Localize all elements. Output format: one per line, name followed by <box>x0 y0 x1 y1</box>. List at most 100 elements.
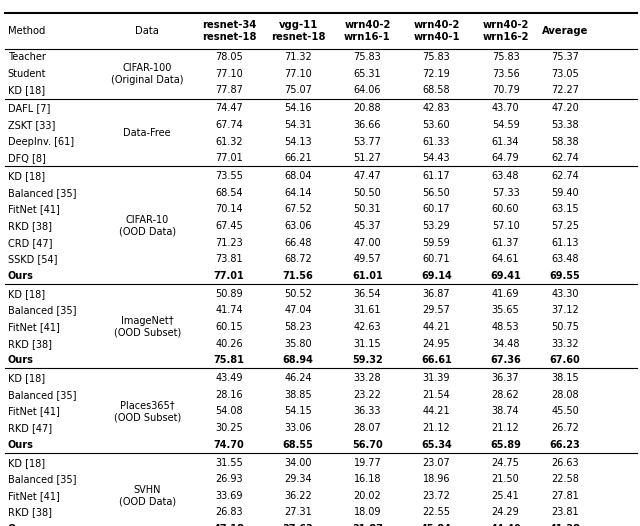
Text: 54.13: 54.13 <box>284 137 312 147</box>
Text: Ours: Ours <box>8 355 33 365</box>
Text: SVHN
(OOD Data): SVHN (OOD Data) <box>118 485 176 507</box>
Text: 69.41: 69.41 <box>490 271 521 281</box>
Text: 56.50: 56.50 <box>422 188 451 198</box>
Text: 75.83: 75.83 <box>492 52 520 62</box>
Text: FitNet [41]: FitNet [41] <box>8 491 60 501</box>
Text: 63.48: 63.48 <box>492 171 519 181</box>
Text: 29.57: 29.57 <box>422 306 451 316</box>
Text: 61.17: 61.17 <box>422 171 451 181</box>
Text: 77.10: 77.10 <box>215 69 243 79</box>
Text: 54.16: 54.16 <box>284 104 312 114</box>
Text: 42.83: 42.83 <box>422 104 451 114</box>
Text: 45.50: 45.50 <box>551 407 579 417</box>
Text: 35.65: 35.65 <box>492 306 520 316</box>
Text: 19.77: 19.77 <box>353 458 381 468</box>
Text: Method: Method <box>8 26 45 36</box>
Text: 41.69: 41.69 <box>492 289 519 299</box>
Text: Places365†
(OOD Subset): Places365† (OOD Subset) <box>113 401 181 422</box>
Text: 66.48: 66.48 <box>285 238 312 248</box>
Text: DAFL [7]: DAFL [7] <box>8 104 50 114</box>
Text: vgg-11
resnet-18: vgg-11 resnet-18 <box>271 20 326 42</box>
Text: 31.39: 31.39 <box>423 373 450 383</box>
Text: RKD [47]: RKD [47] <box>8 423 52 433</box>
Text: 41.38: 41.38 <box>550 524 580 526</box>
Text: 24.75: 24.75 <box>492 458 520 468</box>
Text: RKD [38]: RKD [38] <box>8 508 52 518</box>
Text: KD [18]: KD [18] <box>8 171 45 181</box>
Text: 24.29: 24.29 <box>492 508 520 518</box>
Text: 57.33: 57.33 <box>492 188 520 198</box>
Text: Teacher: Teacher <box>8 52 45 62</box>
Text: 65.31: 65.31 <box>353 69 381 79</box>
Text: 63.15: 63.15 <box>551 205 579 215</box>
Text: Average: Average <box>542 26 588 36</box>
Text: 67.74: 67.74 <box>215 120 243 130</box>
Text: 31.55: 31.55 <box>215 458 243 468</box>
Text: 54.08: 54.08 <box>215 407 243 417</box>
Text: ImageNet†
(OOD Subset): ImageNet† (OOD Subset) <box>113 316 181 338</box>
Text: 29.34: 29.34 <box>284 474 312 484</box>
Text: CIFAR-10
(OOD Data): CIFAR-10 (OOD Data) <box>118 215 176 237</box>
Text: 50.52: 50.52 <box>284 289 312 299</box>
Text: 61.37: 61.37 <box>492 238 520 248</box>
Text: Balanced [35]: Balanced [35] <box>8 474 76 484</box>
Text: 25.41: 25.41 <box>492 491 520 501</box>
Text: 68.04: 68.04 <box>285 171 312 181</box>
Text: 67.52: 67.52 <box>284 205 312 215</box>
Text: 37.12: 37.12 <box>551 306 579 316</box>
Text: 67.60: 67.60 <box>550 355 580 365</box>
Text: 58.38: 58.38 <box>551 137 579 147</box>
Text: 54.31: 54.31 <box>284 120 312 130</box>
Text: 60.15: 60.15 <box>215 322 243 332</box>
Text: KD [18]: KD [18] <box>8 373 45 383</box>
Text: 28.07: 28.07 <box>353 423 381 433</box>
Text: 72.27: 72.27 <box>551 85 579 95</box>
Text: 57.10: 57.10 <box>492 221 520 231</box>
Text: 21.12: 21.12 <box>422 423 451 433</box>
Text: 58.23: 58.23 <box>284 322 312 332</box>
Text: 50.75: 50.75 <box>551 322 579 332</box>
Text: 70.14: 70.14 <box>215 205 243 215</box>
Text: 38.85: 38.85 <box>284 390 312 400</box>
Text: 33.32: 33.32 <box>551 339 579 349</box>
Text: Balanced [35]: Balanced [35] <box>8 390 76 400</box>
Text: KD [18]: KD [18] <box>8 458 45 468</box>
Text: RKD [38]: RKD [38] <box>8 339 52 349</box>
Text: 65.34: 65.34 <box>421 440 452 450</box>
Text: 16.18: 16.18 <box>354 474 381 484</box>
Text: 50.31: 50.31 <box>353 205 381 215</box>
Text: 41.74: 41.74 <box>215 306 243 316</box>
Text: 28.08: 28.08 <box>551 390 579 400</box>
Text: 48.53: 48.53 <box>492 322 520 332</box>
Text: 44.40: 44.40 <box>490 524 521 526</box>
Text: 21.54: 21.54 <box>422 390 451 400</box>
Text: 40.26: 40.26 <box>215 339 243 349</box>
Text: 75.81: 75.81 <box>214 355 244 365</box>
Text: 71.32: 71.32 <box>284 52 312 62</box>
Text: Balanced [35]: Balanced [35] <box>8 188 76 198</box>
Text: 60.71: 60.71 <box>422 254 451 264</box>
Text: 77.87: 77.87 <box>215 85 243 95</box>
Text: Ours: Ours <box>8 440 33 450</box>
Text: 28.16: 28.16 <box>215 390 243 400</box>
Text: 68.58: 68.58 <box>422 85 451 95</box>
Text: 33.69: 33.69 <box>216 491 243 501</box>
Text: 49.57: 49.57 <box>353 254 381 264</box>
Text: 75.37: 75.37 <box>551 52 579 62</box>
Text: 23.07: 23.07 <box>422 458 451 468</box>
Text: 43.70: 43.70 <box>492 104 520 114</box>
Text: 78.05: 78.05 <box>215 52 243 62</box>
Text: 33.06: 33.06 <box>285 423 312 433</box>
Text: 26.63: 26.63 <box>551 458 579 468</box>
Text: 42.63: 42.63 <box>353 322 381 332</box>
Text: wrn40-2
wrn40-1: wrn40-2 wrn40-1 <box>413 20 460 42</box>
Text: 68.94: 68.94 <box>283 355 314 365</box>
Text: 61.13: 61.13 <box>552 238 579 248</box>
Text: 26.83: 26.83 <box>215 508 243 518</box>
Text: 45.84: 45.84 <box>421 524 452 526</box>
Text: 21.50: 21.50 <box>492 474 520 484</box>
Text: 77.10: 77.10 <box>284 69 312 79</box>
Text: 38.74: 38.74 <box>492 407 520 417</box>
Text: 34.00: 34.00 <box>285 458 312 468</box>
Text: 36.22: 36.22 <box>284 491 312 501</box>
